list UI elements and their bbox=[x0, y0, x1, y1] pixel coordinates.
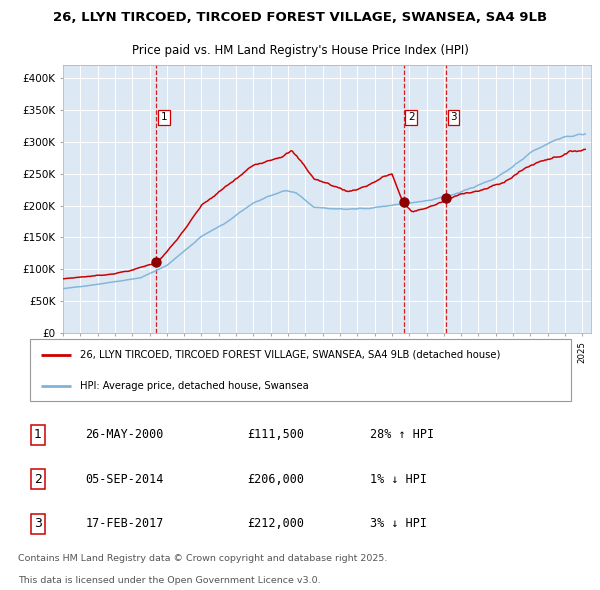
Text: 1: 1 bbox=[161, 112, 167, 122]
Text: 1: 1 bbox=[34, 428, 42, 441]
Text: £206,000: £206,000 bbox=[247, 473, 304, 486]
Text: 1% ↓ HPI: 1% ↓ HPI bbox=[370, 473, 427, 486]
Text: Price paid vs. HM Land Registry's House Price Index (HPI): Price paid vs. HM Land Registry's House … bbox=[131, 44, 469, 57]
FancyBboxPatch shape bbox=[29, 339, 571, 401]
Text: £111,500: £111,500 bbox=[247, 428, 304, 441]
Text: 28% ↑ HPI: 28% ↑ HPI bbox=[370, 428, 434, 441]
Text: This data is licensed under the Open Government Licence v3.0.: This data is licensed under the Open Gov… bbox=[18, 576, 320, 585]
Text: 26, LLYN TIRCOED, TIRCOED FOREST VILLAGE, SWANSEA, SA4 9LB (detached house): 26, LLYN TIRCOED, TIRCOED FOREST VILLAGE… bbox=[80, 350, 500, 360]
Text: 3% ↓ HPI: 3% ↓ HPI bbox=[370, 517, 427, 530]
Text: 26, LLYN TIRCOED, TIRCOED FOREST VILLAGE, SWANSEA, SA4 9LB: 26, LLYN TIRCOED, TIRCOED FOREST VILLAGE… bbox=[53, 11, 547, 24]
Text: 2: 2 bbox=[34, 473, 42, 486]
Text: HPI: Average price, detached house, Swansea: HPI: Average price, detached house, Swan… bbox=[80, 381, 308, 391]
Text: 3: 3 bbox=[450, 112, 457, 122]
Text: 3: 3 bbox=[34, 517, 42, 530]
Text: 26-MAY-2000: 26-MAY-2000 bbox=[85, 428, 164, 441]
Text: Contains HM Land Registry data © Crown copyright and database right 2025.: Contains HM Land Registry data © Crown c… bbox=[18, 553, 387, 563]
Text: 17-FEB-2017: 17-FEB-2017 bbox=[85, 517, 164, 530]
Text: 05-SEP-2014: 05-SEP-2014 bbox=[85, 473, 164, 486]
Text: 2: 2 bbox=[408, 112, 415, 122]
Text: £212,000: £212,000 bbox=[247, 517, 304, 530]
